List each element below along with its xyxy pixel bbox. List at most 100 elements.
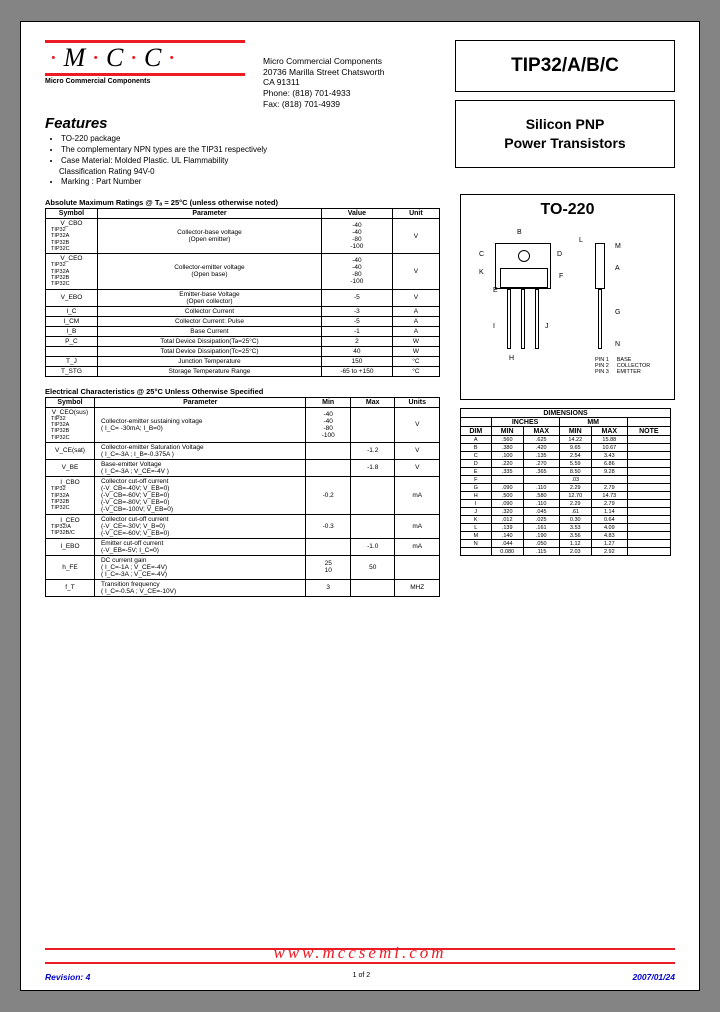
desc-line1: Silicon PNP <box>460 115 670 134</box>
dim-col-h: DIM <box>461 427 492 436</box>
dim-cell: A <box>461 436 492 444</box>
dim-N: N <box>615 341 620 348</box>
dim-cell: .420 <box>523 444 559 452</box>
dim-cell: E <box>461 468 492 476</box>
cell-sym: I_C <box>46 306 98 316</box>
cell-unit <box>395 555 440 579</box>
dim-col-h: NOTE <box>627 427 670 436</box>
dim-cell <box>591 476 627 484</box>
dim-cell: 2.54 <box>559 452 591 460</box>
footer-bar-bottom <box>45 962 675 964</box>
dim-cell <box>627 484 670 492</box>
dim-L: L <box>579 237 583 244</box>
dim-H: H <box>509 355 514 362</box>
dim-cell: .090 <box>491 484 523 492</box>
cell-val: -65 to +150 <box>322 366 393 376</box>
cell-min <box>306 442 351 459</box>
pkg-lead <box>535 289 539 349</box>
dim-cell: 3.43 <box>591 452 627 460</box>
cell-sym: I_B <box>46 326 98 336</box>
dim-cell <box>627 460 670 468</box>
addr-l1: Micro Commercial Components <box>263 56 384 67</box>
cell-sym: P_C <box>46 336 98 346</box>
dim-cell <box>627 548 670 556</box>
cell-sym: I_CBOTIP32TIP32ATIP32BTIP32C <box>46 476 95 514</box>
cell-max: -1.0 <box>350 538 395 555</box>
dim-col-h: MAX <box>523 427 559 436</box>
cell-sym <box>46 346 98 356</box>
cell-param: Collector-emitter Saturation Voltage ( I… <box>94 442 305 459</box>
cell-sym: I_CM <box>46 316 98 326</box>
dim-cell <box>491 476 523 484</box>
dim-cell: H <box>461 492 492 500</box>
cell-unit: mA <box>395 538 440 555</box>
dim-cell: .115 <box>523 548 559 556</box>
logo-subtitle: Micro Commercial Components <box>45 78 245 85</box>
cell-unit: W <box>392 346 439 356</box>
dim-cell: .03 <box>559 476 591 484</box>
header-right: TIP32/A/B/C Silicon PNP Power Transistor… <box>455 40 675 194</box>
cell-sym: V_CE(sat) <box>46 442 95 459</box>
features-list: TO-220 package The complementary NPN typ… <box>61 134 445 188</box>
logo-text: ·M·C·C· <box>45 43 245 73</box>
dim-D: D <box>557 251 562 258</box>
th-min: Min <box>306 397 351 407</box>
dim-cell: I <box>461 500 492 508</box>
dim-B: B <box>517 229 522 236</box>
dim-E: E <box>493 287 498 294</box>
cell-val: -40 -40 -80 -100 <box>322 219 393 254</box>
th-units: Units <box>395 397 440 407</box>
part-number-box: TIP32/A/B/C <box>455 40 675 92</box>
cell-sym: T_J <box>46 356 98 366</box>
dim-cell <box>627 540 670 548</box>
footer-row: Revision: 4 1 of 2 2007/01/24 <box>45 972 675 982</box>
pin-numbers: PIN 1 PIN 2 PIN 3 <box>595 357 609 375</box>
addr-l3: CA 91311 <box>263 77 384 88</box>
dim-cell: 1.27 <box>591 540 627 548</box>
dim-M: M <box>615 243 621 250</box>
cell-param: Base Current <box>97 326 321 336</box>
cell-val: 40 <box>322 346 393 356</box>
cell-param: Collector cut-off current (-V_CB=-40V; V… <box>94 476 305 514</box>
dim-cell: .500 <box>491 492 523 500</box>
dim-h <box>461 418 492 427</box>
pkg-body <box>500 268 548 288</box>
cell-max <box>350 476 395 514</box>
dim-cell <box>627 516 670 524</box>
dim-h-mm: MM <box>559 418 627 427</box>
cell-min: -0.2 <box>306 476 351 514</box>
dim-cell: 14.22 <box>559 436 591 444</box>
dim-cell: 4.09 <box>591 524 627 532</box>
package-column: TO-220 B C K D F E <box>460 194 675 597</box>
cell-param: Emitter-base Voltage (Open collector) <box>97 289 321 306</box>
cell-param: Emitter cut-off current (-V_EB=-5V; I_C=… <box>94 538 305 555</box>
dim-cell <box>627 444 670 452</box>
cell-sym: T_STG <box>46 366 98 376</box>
cell-unit: V <box>395 407 440 442</box>
addr-l2: 20736 Marilla Street Chatsworth <box>263 67 384 78</box>
dim-cell: .110 <box>523 484 559 492</box>
desc-line2: Power Transistors <box>460 134 670 153</box>
dim-cell: 0.30 <box>559 516 591 524</box>
dim-A: A <box>615 265 620 272</box>
pin-names: BASE COLLECTOR EMITTER <box>617 357 651 375</box>
tables-column: Absolute Maximum Ratings @ Tₐ = 25°C (un… <box>45 194 440 597</box>
dim-cell: J <box>461 508 492 516</box>
dim-cell: B <box>461 444 492 452</box>
cell-unit: V <box>395 442 440 459</box>
cell-val: -5 <box>322 289 393 306</box>
pkg-lead <box>521 289 525 349</box>
dim-cell: .220 <box>491 460 523 468</box>
th-value: Value <box>322 209 393 219</box>
dim-cell: 4.83 <box>591 532 627 540</box>
cell-sym: V_CBOTIP32TIP32ATIP32BTIP32C <box>46 219 98 254</box>
description-box: Silicon PNP Power Transistors <box>455 100 675 168</box>
dim-cell: .380 <box>491 444 523 452</box>
cell-val: -5 <box>322 316 393 326</box>
dim-I: I <box>493 323 495 330</box>
dim-cell <box>627 500 670 508</box>
cell-param: Collector cut-off current (-V_CE=-30V; V… <box>94 514 305 538</box>
dim-cell: .025 <box>523 516 559 524</box>
dim-cell <box>627 492 670 500</box>
feature-item: The complementary NPN types are the TIP3… <box>61 145 445 156</box>
